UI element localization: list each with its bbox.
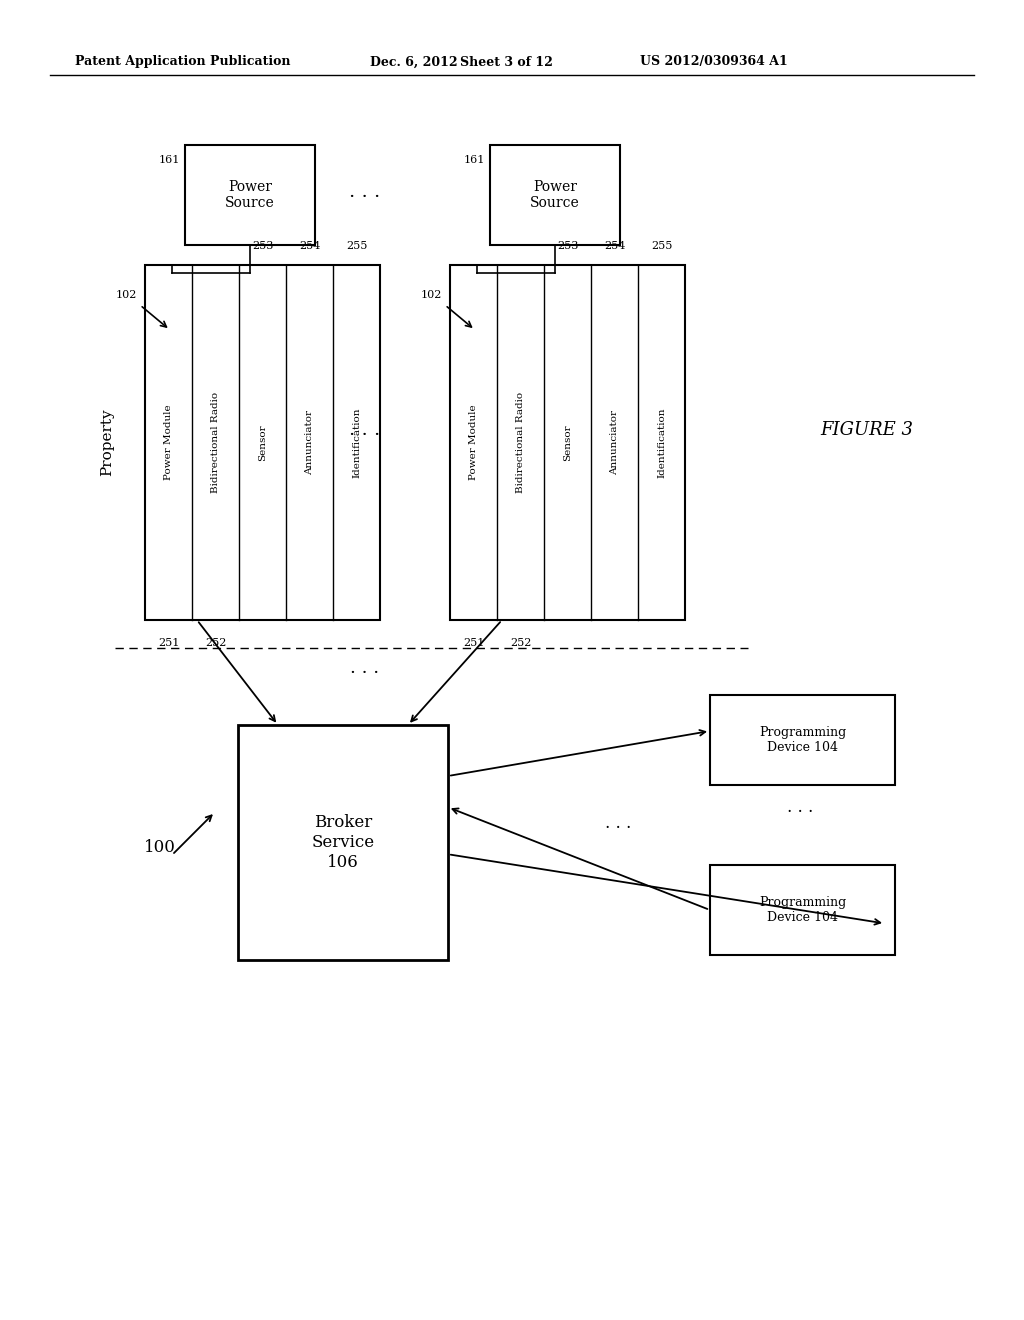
FancyBboxPatch shape [238, 725, 449, 960]
Text: Dec. 6, 2012: Dec. 6, 2012 [370, 55, 458, 69]
Text: Identification: Identification [657, 408, 666, 478]
FancyBboxPatch shape [450, 265, 685, 620]
Text: Sensor: Sensor [258, 424, 267, 461]
Text: Property: Property [100, 409, 114, 477]
Text: 251: 251 [158, 638, 179, 648]
Text: 252: 252 [205, 638, 226, 648]
Text: Programming
Device 104: Programming Device 104 [759, 726, 846, 754]
FancyBboxPatch shape [490, 145, 620, 246]
FancyBboxPatch shape [710, 865, 895, 954]
Text: Programming
Device 104: Programming Device 104 [759, 896, 846, 924]
Text: . . .: . . . [349, 421, 381, 440]
Text: US 2012/0309364 A1: US 2012/0309364 A1 [640, 55, 787, 69]
Text: Annunciator: Annunciator [610, 411, 618, 475]
Text: Bidirectional Radio: Bidirectional Radio [211, 392, 220, 494]
Text: Power
Source: Power Source [225, 180, 274, 210]
Text: Power Module: Power Module [469, 405, 478, 480]
Text: 251: 251 [463, 638, 484, 648]
Text: Identification: Identification [352, 408, 361, 478]
Text: 100: 100 [144, 840, 176, 857]
Text: . . .: . . . [349, 183, 381, 201]
Text: 254: 254 [604, 242, 626, 251]
Text: 252: 252 [510, 638, 531, 648]
Text: . . .: . . . [786, 800, 813, 817]
Text: Patent Application Publication: Patent Application Publication [75, 55, 291, 69]
Text: 161: 161 [159, 154, 180, 165]
Text: 253: 253 [557, 242, 579, 251]
Text: Annunciator: Annunciator [305, 411, 314, 475]
Text: . . .: . . . [350, 659, 380, 677]
Text: 102: 102 [421, 290, 442, 300]
Text: Sheet 3 of 12: Sheet 3 of 12 [460, 55, 553, 69]
Text: 254: 254 [299, 242, 321, 251]
FancyBboxPatch shape [185, 145, 315, 246]
Text: FIGURE 3: FIGURE 3 [820, 421, 913, 440]
FancyBboxPatch shape [145, 265, 380, 620]
Text: 102: 102 [116, 290, 137, 300]
Text: 255: 255 [346, 242, 368, 251]
Text: 161: 161 [464, 154, 485, 165]
Text: 253: 253 [252, 242, 273, 251]
Text: . . .: . . . [605, 814, 631, 832]
Text: 255: 255 [651, 242, 672, 251]
Text: Bidirectional Radio: Bidirectional Radio [516, 392, 525, 494]
FancyBboxPatch shape [710, 696, 895, 785]
Text: Power
Source: Power Source [530, 180, 580, 210]
Text: Sensor: Sensor [563, 424, 572, 461]
Text: Power Module: Power Module [164, 405, 173, 480]
Text: Broker
Service
106: Broker Service 106 [311, 814, 375, 871]
